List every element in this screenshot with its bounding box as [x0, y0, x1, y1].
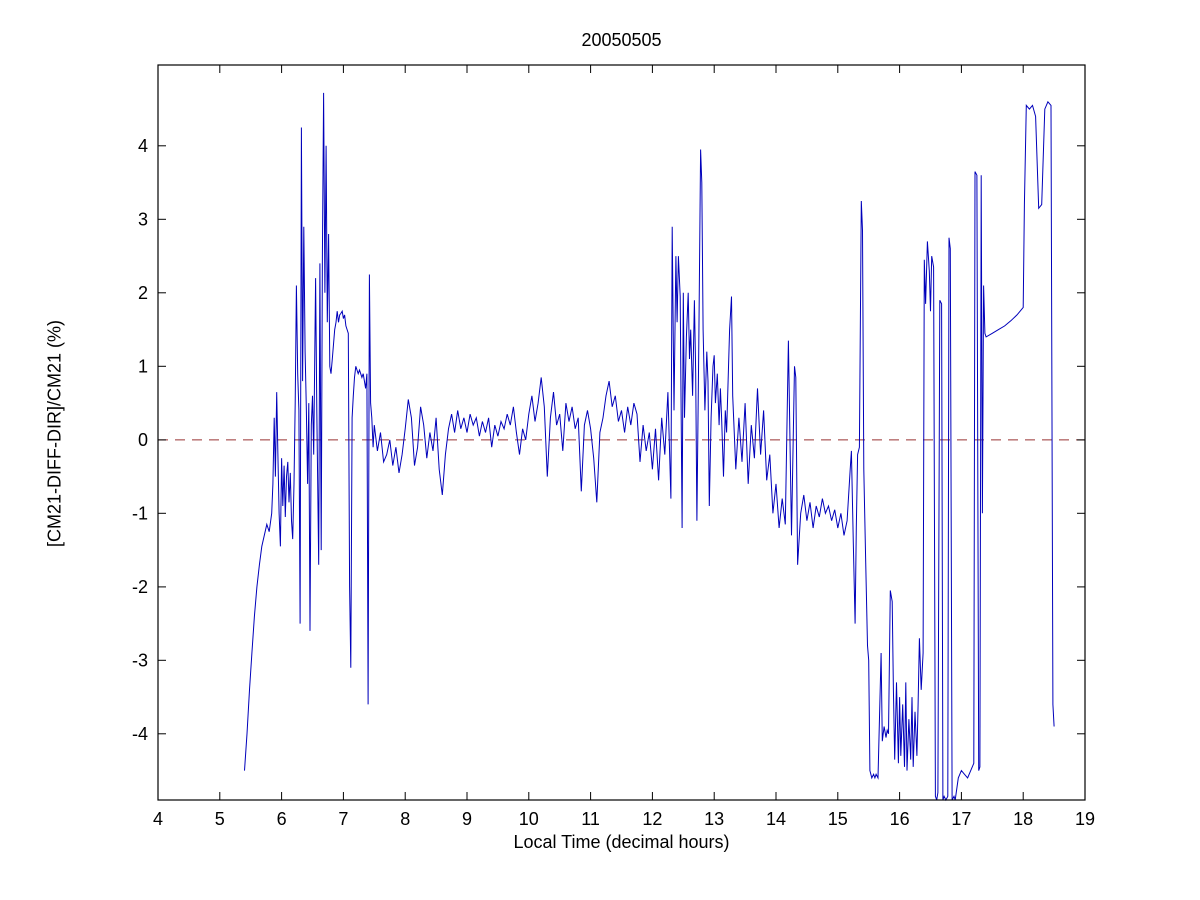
x-tick-label: 5: [215, 809, 225, 829]
data-line: [244, 92, 1055, 802]
y-tick-label: -2: [132, 577, 148, 597]
x-tick-label: 17: [951, 809, 971, 829]
x-tick-label: 9: [462, 809, 472, 829]
x-tick-label: 6: [277, 809, 287, 829]
y-tick-label: 3: [138, 209, 148, 229]
y-tick-label: 2: [138, 283, 148, 303]
chart-title: 20050505: [581, 30, 662, 50]
x-tick-label: 11: [581, 809, 600, 829]
x-tick-label: 18: [1013, 809, 1033, 829]
x-tick-label: 10: [519, 809, 539, 829]
x-tick-label: 13: [704, 809, 724, 829]
x-tick-label: 14: [766, 809, 786, 829]
x-tick-label: 7: [338, 809, 348, 829]
x-tick-label: 8: [400, 809, 410, 829]
y-tick-label: 0: [138, 430, 148, 450]
x-tick-label: 15: [828, 809, 848, 829]
x-tick-label: 12: [642, 809, 662, 829]
y-tick-label: 1: [138, 356, 148, 376]
x-tick-label: 19: [1075, 809, 1095, 829]
x-axis-label: Local Time (decimal hours): [513, 832, 730, 852]
y-tick-label: -3: [132, 650, 148, 670]
x-tick-label: 16: [890, 809, 910, 829]
x-tick-label: 4: [153, 809, 163, 829]
axes-box: [157, 64, 1086, 801]
y-tick-label: -4: [132, 724, 148, 744]
y-tick-label: 4: [138, 136, 148, 156]
y-tick-label: -1: [132, 503, 148, 523]
